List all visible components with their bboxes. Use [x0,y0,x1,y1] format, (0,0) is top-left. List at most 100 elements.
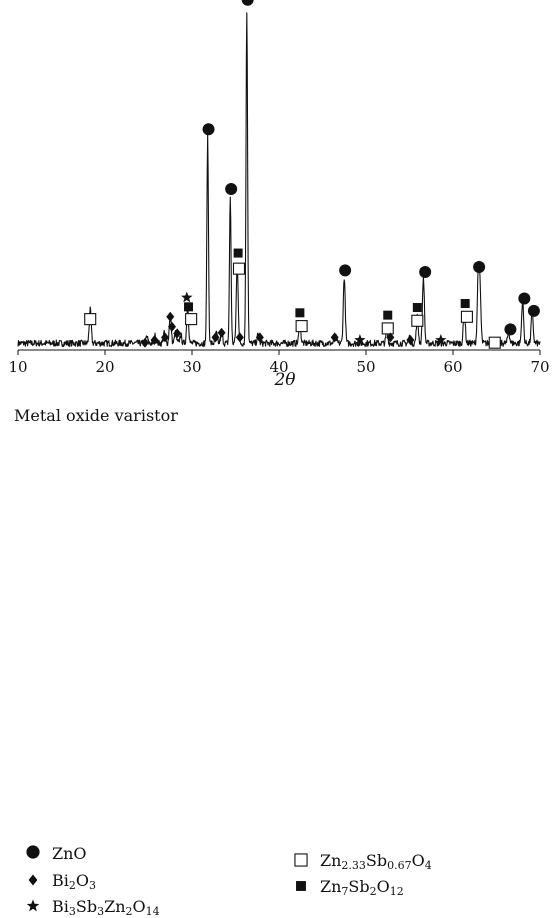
legend-label-part: Bi [52,896,69,916]
marker-filled-square [412,303,422,313]
legend-label-part: 0.67 [387,858,412,872]
legend-item-bi2o3: Bi2O3 [22,872,96,891]
legend-label-part: 2 [68,878,76,892]
marker-diamond [386,332,395,343]
legend-label-part: 3 [68,904,76,918]
marker-star [181,291,193,303]
x-tick-label: 60 [443,358,462,376]
marker-diamond [255,332,264,343]
open-square-symbol [294,853,308,867]
legend-label-part: Sb [365,850,388,870]
marker-open-square [411,314,424,327]
phase-markers [84,0,540,349]
marker-circle [202,123,215,136]
legend-label-part: O [75,870,89,890]
xrd-figure: 10 20 30 40 50 60 70 2θ Metal oxide varistor Z… [8,0,550,917]
marker-open-square [84,313,97,326]
x-tick-label: 10 [8,358,27,376]
marker-open-square [488,336,501,349]
legend-label-part: Sb [348,876,370,896]
marker-circle [518,292,531,305]
legend-label-part: Zn [320,876,342,896]
legend-label-part: Zn [320,850,342,870]
marker-diamond [406,335,415,346]
x-tick-label: 30 [182,358,201,376]
marker-diamond [211,332,220,343]
circle-symbol [26,845,40,859]
x-axis: 10 20 30 40 50 60 70 [8,349,550,376]
legend-label-part: O [411,850,425,870]
marker-diamond [330,332,339,343]
legend-item-zn233sb067o4: Zn2.33Sb0.67O4 [290,852,432,871]
diamond-symbol [28,874,38,886]
marker-filled-square [460,299,470,309]
marker-open-square [185,313,198,326]
legend-symbol-diamond [28,874,38,886]
marker-open-square [295,320,308,333]
marker-filled-square [184,302,194,312]
legend-item-zno: ZnO [22,844,87,863]
marker-diamond [167,321,176,332]
legend-label-part: 3 [89,878,96,892]
marker-star [354,334,366,345]
legend-label-part: 2 [125,904,133,918]
legend-symbol-filled-square [296,881,306,891]
marker-diamond [150,335,159,346]
legend-label-part: 2 [369,884,377,898]
legend-label-part: Zn [104,896,126,916]
legend-symbol-star [26,899,40,912]
x-tick-label: 40 [269,358,288,376]
legend-label-part: 4 [424,858,432,872]
open-square-icon [290,852,312,871]
legend-item-zn7sb2o12: Zn7Sb2O12 [290,878,404,897]
marker-filled-square [233,248,243,258]
legend-label-part: O [132,896,146,916]
chart-caption: Metal oxide varistor [14,406,178,425]
x-tick-label: 50 [356,358,375,376]
xrd-pattern-line [17,12,541,348]
marker-filled-square [295,308,305,318]
marker-circle [504,323,517,336]
marker-circle [241,0,254,6]
filled-square-symbol [296,881,306,891]
marker-diamond [161,332,170,343]
marker-star [435,334,447,345]
circle-icon [22,844,44,863]
marker-circle [527,304,540,317]
star-icon [22,898,44,917]
filled-square-icon [290,878,312,897]
marker-open-square [232,262,246,275]
diamond-icon [22,872,44,891]
legend-label-zn7sb2o12: Zn7Sb2O12 [320,876,404,898]
marker-diamond [166,311,175,322]
marker-diamond [217,327,226,338]
legend-label-zn233sb067o4: Zn2.33Sb0.67O4 [320,850,432,872]
marker-circle [419,265,432,278]
xrd-chart: 10 20 30 40 50 60 70 2θ [8,0,550,390]
marker-circle [225,182,238,195]
legend-symbol-open-square [294,853,308,867]
marker-diamond [141,337,150,348]
legend-label-part: 2.33 [341,858,366,872]
x-tick-label: 70 [530,358,549,376]
legend-label-bi3sb3zn2o14: Bi3Sb3Zn2O14 [52,896,160,918]
legend-label-part: 7 [341,884,349,898]
marker-filled-square [383,310,393,320]
legend-label-part: Sb [75,896,98,916]
x-axis-label: 2θ [273,370,295,390]
legend-item-bi3sb3zn2o14: Bi3Sb3Zn2O14 [22,898,160,917]
star-symbol [26,899,40,912]
marker-circle [473,261,486,273]
x-tick-label: 20 [95,358,114,376]
legend-symbol-circle [26,845,40,859]
marker-open-square [381,322,394,335]
legend-label-part: ZnO [52,843,87,863]
legend-label-bi2o3: Bi2O3 [52,870,96,892]
legend-label-part: 14 [145,904,160,918]
marker-diamond [173,328,182,339]
legend-label-part: Bi [52,870,69,890]
marker-diamond [235,332,244,343]
legend-label-zno: ZnO [52,843,87,863]
legend-label-part: O [376,876,390,896]
legend-label-part: 3 [97,904,105,918]
